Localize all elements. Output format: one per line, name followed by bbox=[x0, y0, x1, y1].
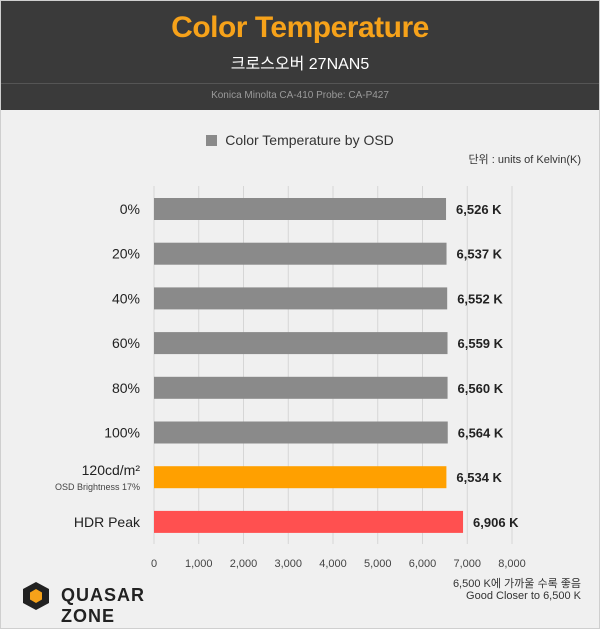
bar bbox=[154, 421, 448, 444]
x-tick-label: 6,000 bbox=[409, 558, 437, 570]
chart-title: Color Temperature bbox=[171, 11, 429, 44]
category-label: 100% bbox=[104, 425, 140, 441]
x-tick-label: 8,000 bbox=[498, 558, 526, 570]
x-tick-label: 2,000 bbox=[230, 558, 258, 570]
value-label: 6,564 K bbox=[458, 426, 504, 441]
value-label: 6,526 K bbox=[456, 202, 502, 217]
category-label: 60% bbox=[112, 335, 140, 351]
x-tick-label: 7,000 bbox=[453, 558, 481, 570]
category-label: 0% bbox=[120, 201, 140, 217]
category-label: HDR Peak bbox=[74, 514, 141, 530]
value-label: 6,537 K bbox=[457, 247, 503, 262]
chart-subtitle: 크로스오버 27NAN5 bbox=[230, 56, 370, 73]
header: Color Temperature 크로스오버 27NAN5 bbox=[1, 1, 599, 83]
quasar-zone-logo: QUASAR ZONE bbox=[21, 581, 191, 626]
bar bbox=[154, 332, 448, 355]
bar bbox=[154, 242, 447, 265]
x-tick-label: 4,000 bbox=[319, 558, 347, 570]
category-sublabel: OSD Brightness 17% bbox=[55, 482, 140, 492]
probe-bar: Konica Minolta CA-410 Probe: CA-P427 bbox=[1, 83, 599, 110]
x-tick-label: 5,000 bbox=[364, 558, 392, 570]
x-tick-label: 1,000 bbox=[185, 558, 213, 570]
x-tick-label: 0 bbox=[151, 558, 157, 570]
footnote-english: Good Closer to 6,500 K bbox=[466, 590, 581, 602]
x-tick-label: 3,000 bbox=[274, 558, 302, 570]
bar bbox=[154, 466, 447, 489]
category-label: 120cd/m² bbox=[82, 462, 141, 478]
category-label: 20% bbox=[112, 246, 140, 262]
footnote-korean: 6,500 K에 가까울 수록 좋음 bbox=[452, 578, 581, 590]
bar bbox=[154, 510, 464, 533]
value-label: 6,552 K bbox=[457, 291, 503, 306]
bar bbox=[154, 198, 447, 220]
legend-label: Color Temperature by OSD bbox=[225, 132, 394, 148]
logo-text: QUASAR ZONE bbox=[61, 585, 146, 626]
bar bbox=[154, 376, 448, 399]
category-label: 80% bbox=[112, 380, 140, 396]
value-label: 6,559 K bbox=[458, 336, 504, 351]
legend: Color Temperature by OSD bbox=[1, 132, 599, 148]
category-label: 40% bbox=[112, 290, 140, 306]
value-label: 6,534 K bbox=[456, 470, 502, 485]
quasar-hexagon-icon bbox=[23, 582, 49, 610]
value-label: 6,906 K bbox=[473, 515, 519, 530]
unit-note: 단위 : units of Kelvin(K) bbox=[468, 154, 581, 166]
legend-swatch bbox=[206, 135, 218, 146]
probe-info: Konica Minolta CA-410 Probe: CA-P427 bbox=[211, 90, 389, 101]
value-label: 6,560 K bbox=[458, 381, 504, 396]
bar bbox=[154, 287, 448, 310]
